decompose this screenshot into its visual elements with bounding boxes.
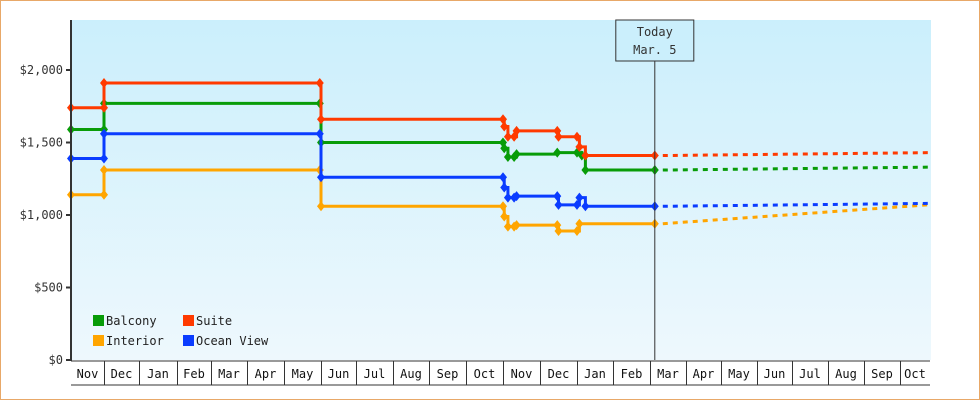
- legend-swatch: [183, 335, 194, 346]
- data-point[interactable]: [575, 141, 584, 152]
- data-point[interactable]: [503, 221, 512, 232]
- data-point[interactable]: [553, 147, 562, 158]
- today-label: Today: [637, 25, 673, 39]
- data-point[interactable]: [512, 191, 521, 202]
- legend-swatch: [93, 335, 104, 346]
- data-point[interactable]: [315, 128, 324, 139]
- data-point[interactable]: [315, 78, 324, 89]
- data-point[interactable]: [575, 218, 584, 229]
- data-point[interactable]: [317, 114, 325, 125]
- data-point[interactable]: [573, 199, 581, 210]
- x-month-label: Dec: [111, 367, 133, 381]
- data-point[interactable]: [554, 199, 563, 210]
- data-point[interactable]: [317, 201, 325, 212]
- x-month-label: Jan: [147, 367, 169, 381]
- x-month-label: May: [292, 367, 314, 381]
- data-point[interactable]: [500, 182, 509, 193]
- today-marker: Today Mar. 5: [615, 19, 695, 360]
- legend: Balcony Suite Interior Ocean View: [93, 314, 269, 348]
- x-month-label: Jul: [364, 367, 386, 381]
- data-point[interactable]: [100, 78, 108, 89]
- data-point[interactable]: [573, 225, 581, 236]
- data-point[interactable]: [575, 192, 584, 203]
- y-tick-label: $500: [34, 281, 63, 295]
- legend-label: Ocean View: [196, 334, 269, 348]
- x-month-label: Dec: [548, 367, 570, 381]
- data-point[interactable]: [573, 131, 581, 142]
- x-month-label: Nov: [511, 367, 533, 381]
- data-point[interactable]: [100, 153, 108, 164]
- series-suite: [67, 78, 929, 161]
- data-point[interactable]: [581, 201, 590, 212]
- x-month-label: Sep: [437, 367, 459, 381]
- data-point[interactable]: [100, 102, 108, 113]
- x-month-label: May: [728, 367, 750, 381]
- data-point[interactable]: [503, 152, 512, 162]
- legend-label: Suite: [196, 314, 232, 328]
- data-point[interactable]: [553, 191, 562, 202]
- data-point[interactable]: [500, 211, 509, 222]
- forecast-line: [662, 165, 929, 172]
- x-month-label: Apr: [693, 367, 715, 381]
- forecast-line: [662, 201, 929, 208]
- x-month-label: Nov: [77, 367, 99, 381]
- x-month-label: Oct: [904, 367, 926, 381]
- legend-label: Interior: [106, 334, 164, 348]
- legend-swatch: [183, 315, 194, 326]
- forecast-line: [662, 203, 929, 226]
- y-tick-label: $1,500: [20, 136, 63, 150]
- data-point[interactable]: [512, 125, 521, 136]
- legend-label: Balcony: [106, 314, 157, 328]
- data-point[interactable]: [100, 165, 108, 176]
- plot-area: [71, 20, 931, 360]
- x-month-label: Sep: [871, 367, 893, 381]
- legend-item-balcony[interactable]: Balcony: [93, 314, 157, 328]
- x-month-label: Jul: [799, 367, 821, 381]
- data-point[interactable]: [512, 149, 521, 160]
- legend-item-ocean-view[interactable]: Ocean View: [183, 334, 269, 348]
- legend-swatch: [93, 315, 104, 326]
- y-tick-label: $2,000: [20, 63, 63, 77]
- data-point[interactable]: [503, 192, 512, 203]
- x-month-label: Feb: [621, 367, 643, 381]
- y-tick-label: $1,000: [20, 208, 63, 222]
- y-axis-ticks: $0 $500 $1,000 $1,500 $2,000: [20, 63, 71, 367]
- data-point[interactable]: [581, 165, 590, 176]
- x-month-label: Jun: [328, 367, 350, 381]
- data-point[interactable]: [100, 128, 108, 139]
- x-month-label: Jan: [584, 367, 606, 381]
- data-point[interactable]: [554, 225, 563, 236]
- legend-item-suite[interactable]: Suite: [183, 314, 232, 328]
- series-ocean-view: [67, 128, 929, 212]
- data-point[interactable]: [499, 114, 507, 125]
- data-point[interactable]: [500, 143, 509, 154]
- data-point[interactable]: [317, 172, 325, 183]
- data-point[interactable]: [512, 220, 521, 231]
- x-month-label: Jun: [764, 367, 786, 381]
- data-point[interactable]: [554, 131, 563, 142]
- data-point[interactable]: [100, 189, 108, 200]
- x-month-label: Apr: [255, 367, 277, 381]
- x-axis: Nov Dec Jan Feb Mar Apr May Jun Jul Aug Sep Oct Nov D…: [71, 360, 930, 386]
- data-point[interactable]: [503, 131, 512, 142]
- x-month-label: Mar: [218, 367, 240, 381]
- data-point[interactable]: [500, 121, 509, 132]
- data-point[interactable]: [499, 201, 507, 212]
- x-month-label: Feb: [183, 367, 205, 381]
- x-month-label: Mar: [657, 367, 679, 381]
- x-month-label: Aug: [400, 367, 422, 381]
- forecast-line: [662, 151, 929, 158]
- today-date: Mar. 5: [633, 43, 676, 57]
- series-layer: [67, 78, 929, 236]
- data-point[interactable]: [581, 150, 590, 161]
- x-month-label: Aug: [835, 367, 857, 381]
- legend-item-interior[interactable]: Interior: [93, 334, 164, 348]
- y-tick-label: $0: [49, 353, 63, 367]
- x-month-label: Oct: [474, 367, 496, 381]
- data-point[interactable]: [499, 172, 507, 183]
